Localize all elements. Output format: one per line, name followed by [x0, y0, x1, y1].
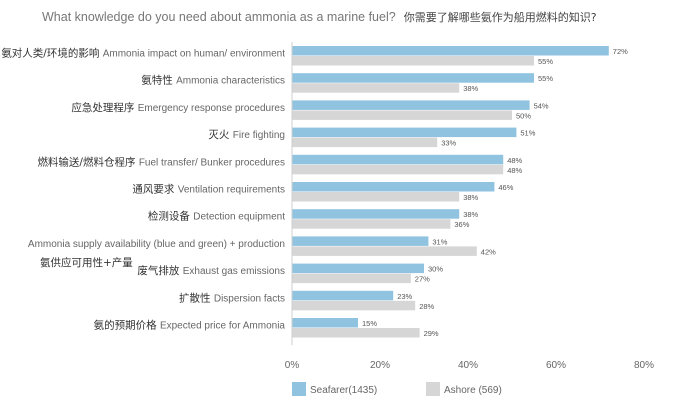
bar-ashore — [292, 110, 512, 120]
category-label: 通风要求 Ventilation requirements — [132, 184, 285, 196]
x-tick-label: 80% — [634, 360, 654, 371]
bar-seafarer — [292, 182, 495, 192]
category-label-zh: 氨特性 — [141, 74, 176, 87]
legend-label: Ashore (569) — [444, 385, 502, 396]
legend-label: Seafarer(1435) — [310, 385, 377, 396]
bar-seafarer — [292, 318, 358, 328]
category-label: 应急处理程序 Emergency response procedures — [71, 101, 285, 114]
data-label: 33% — [441, 139, 456, 148]
bar-ashore — [292, 300, 416, 311]
category-label: 氨的预期价格 Expected price for Ammonia — [94, 319, 286, 332]
category-label-zh: 废气排放 — [137, 264, 182, 277]
x-tick-label: 60% — [546, 360, 566, 371]
bar-ashore — [292, 246, 477, 256]
category-label-zh: 灭火 — [208, 129, 232, 141]
data-label: 31% — [432, 237, 447, 246]
category-label-zh: 通风要求 — [132, 184, 177, 196]
category-label-zh: 氨对人类/环境的影响 — [1, 47, 102, 60]
category-label-en: Detection equipment — [193, 212, 285, 223]
category-label-zh: 燃料输送/燃料仓程序 — [37, 155, 138, 168]
category-label: 氨特性 Ammonia characteristics — [141, 74, 285, 87]
category-label-en: Expected price for Ammonia — [160, 321, 285, 332]
data-label: 51% — [520, 129, 535, 138]
data-label: 48% — [507, 156, 522, 165]
bar-seafarer — [292, 290, 394, 301]
bar-seafarer — [292, 209, 460, 219]
category-label-en: Dispersion facts — [214, 293, 285, 304]
chart-title-zh: 你需要了解哪些氨作为船用燃料的知识? — [403, 11, 597, 24]
category-label-en: Fire fighting — [233, 130, 285, 141]
bar-ashore — [292, 328, 420, 338]
bar-seafarer — [292, 100, 530, 110]
category-label: 废气排放 Exhaust gas emissions — [137, 264, 285, 277]
category-label-en: Exhaust gas emissions — [183, 266, 285, 277]
bar-seafarer — [292, 127, 517, 138]
category-label-zh: 氨供应可用性+产量 — [40, 256, 133, 269]
bar-ashore — [292, 273, 411, 284]
bar-seafarer — [292, 154, 504, 165]
category-label-en: Ventilation requirements — [178, 185, 285, 196]
bar-ashore — [292, 192, 460, 202]
data-label: 54% — [534, 101, 549, 110]
x-tick-label: 40% — [458, 360, 478, 371]
data-label: 27% — [415, 275, 430, 284]
bar-ashore — [292, 164, 504, 175]
legend-swatch — [426, 382, 440, 396]
data-label: 42% — [481, 247, 496, 256]
category-label-en: Fuel transfer/ Bunker procedures — [139, 157, 285, 168]
data-label: 28% — [419, 302, 434, 311]
data-label: 72% — [613, 47, 628, 56]
category-label-zh: 检测设备 — [148, 210, 193, 223]
data-label: 38% — [463, 193, 478, 202]
category-label: 灭火 Fire fighting — [208, 129, 285, 141]
bar-seafarer — [292, 263, 424, 274]
bar-seafarer — [292, 236, 429, 246]
data-label: 55% — [538, 74, 553, 83]
chart-title: What knowledge do you need about ammonia… — [42, 9, 597, 25]
data-label: 50% — [516, 111, 531, 120]
category-label: 燃料输送/燃料仓程序 Fuel transfer/ Bunker procedu… — [37, 155, 285, 168]
category-label-en: Ammonia supply availability (blue and gr… — [28, 239, 285, 250]
category-label-en: Ammonia characteristics — [176, 76, 285, 87]
x-tick-label: 0% — [285, 360, 300, 371]
bar-ashore — [292, 83, 460, 93]
category-label: 扩散性 Dispersion facts — [179, 291, 285, 304]
data-label: 23% — [397, 292, 412, 301]
bar-seafarer — [292, 73, 534, 83]
bar-seafarer — [292, 46, 609, 56]
chart-title-en: What knowledge do you need about ammonia… — [42, 10, 396, 24]
category-label-en: Emergency response procedures — [138, 103, 285, 114]
data-label: 48% — [507, 166, 522, 175]
data-label: 30% — [428, 265, 443, 274]
category-label: 氨对人类/环境的影响 Ammonia impact on human/ envi… — [1, 47, 285, 60]
category-label-en: Ammonia impact on human/ environment — [103, 49, 286, 60]
bar-ashore — [292, 137, 438, 148]
data-label: 38% — [463, 84, 478, 93]
category-label-zh: 氨的预期价格 — [94, 319, 160, 332]
category-label: 检测设备 Detection equipment — [148, 210, 285, 223]
data-label: 29% — [424, 329, 439, 338]
bar-ashore — [292, 219, 451, 229]
category-label-zh: 扩散性 — [179, 291, 214, 304]
data-label: 38% — [463, 210, 478, 219]
data-label: 36% — [454, 220, 469, 229]
data-label: 46% — [498, 183, 513, 192]
legend-swatch — [292, 382, 306, 396]
category-label-zh: 应急处理程序 — [71, 101, 137, 114]
data-label: 15% — [362, 319, 377, 328]
x-tick-label: 20% — [370, 360, 390, 371]
data-label: 55% — [538, 57, 553, 66]
bar-ashore — [292, 56, 534, 66]
